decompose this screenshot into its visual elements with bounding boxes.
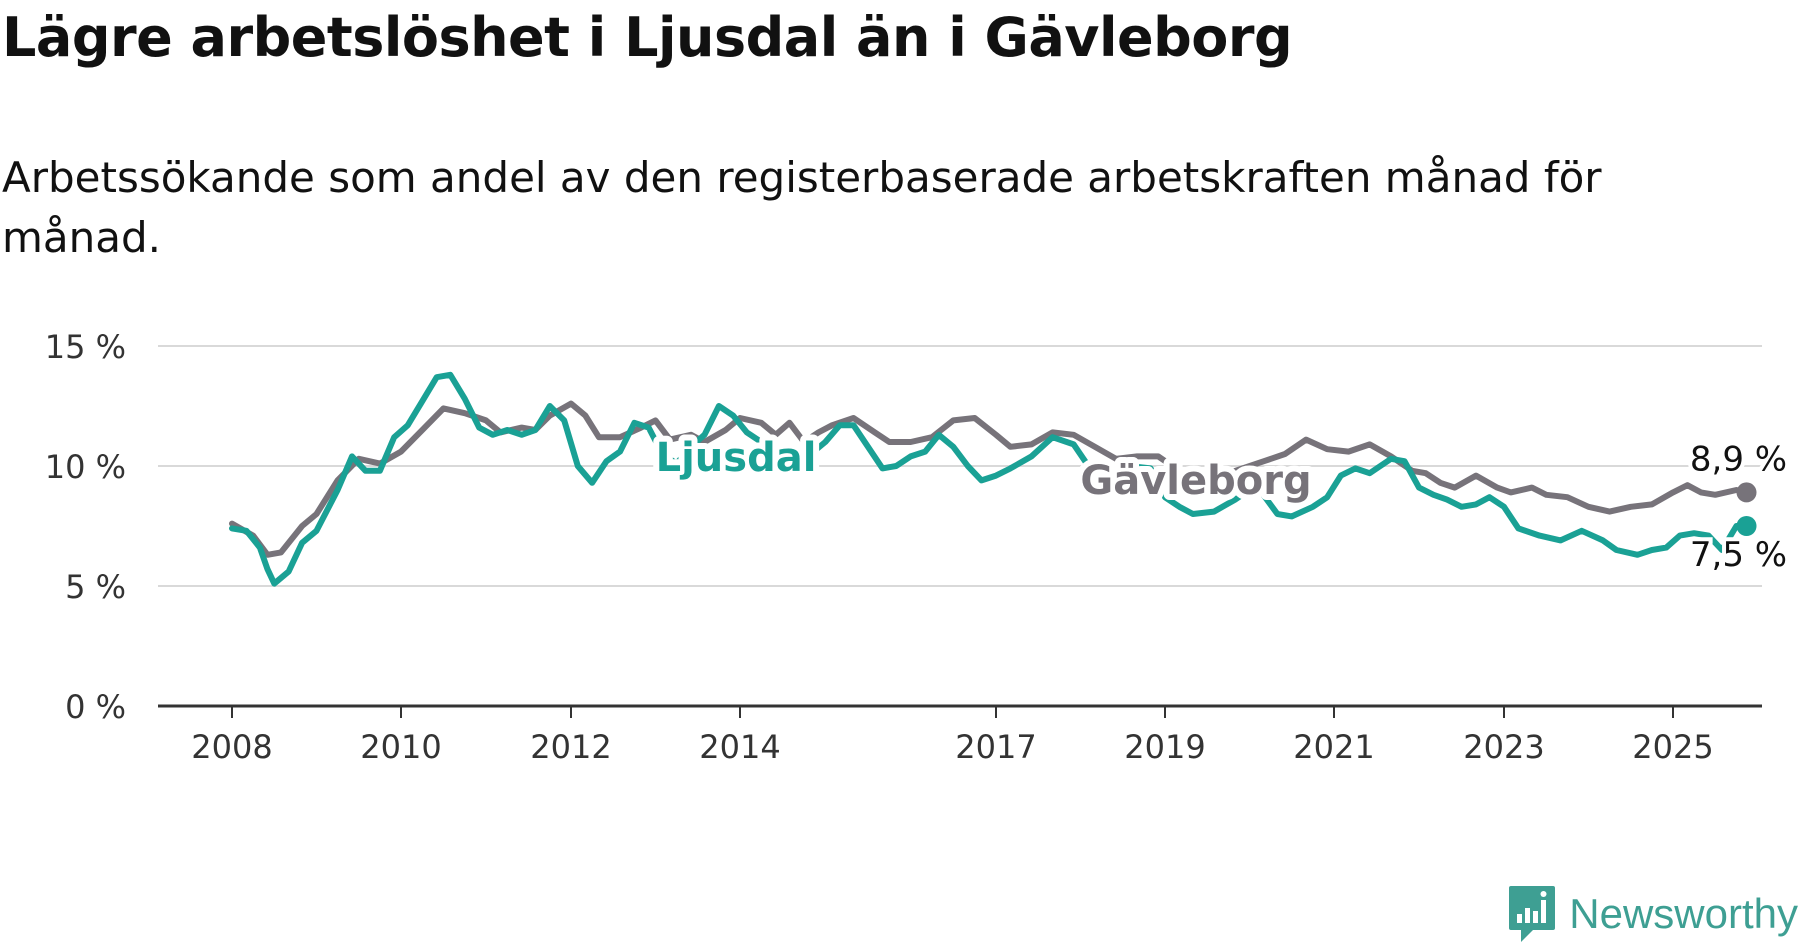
end-point-gvleborg (1736, 482, 1757, 503)
x-tick-label: 2025 (1632, 728, 1713, 766)
series-labels: Gävleborg Ljusdal 8,9 % 7,5 % (650, 429, 1792, 579)
x-tick-label: 2017 (955, 728, 1036, 766)
x-tick-label: 2019 (1124, 728, 1205, 766)
y-axis: 0 % 5 % 10 % 15 % (45, 328, 126, 726)
series-line-ljusdal (229, 371, 1750, 587)
x-tick-label: 2014 (699, 728, 780, 766)
newsworthy-logo: Newsworthy (1507, 882, 1798, 946)
end-point-ljusdal (1736, 516, 1757, 536)
x-tick-label: 2010 (360, 728, 441, 766)
series-label-ljusdal: Ljusdal (656, 435, 817, 481)
y-tick-label: 0 % (65, 688, 126, 726)
end-value-label-gvleborg: 8,9 % (1690, 439, 1787, 479)
series-lines (229, 371, 1757, 587)
chart-subtitle: Arbetssökande som andel av den registerb… (2, 153, 1602, 262)
newsworthy-logo-icon (1509, 886, 1556, 942)
grid-lines (158, 345, 1762, 708)
x-tick-label: 2008 (191, 728, 272, 766)
y-tick-label: 5 % (65, 568, 126, 606)
brand-name: Newsworthy (1569, 890, 1798, 937)
chart-title: Lägre arbetslöshet i Ljusdal än i Gävleb… (2, 6, 1293, 69)
series-line-gvleborg (229, 400, 1750, 558)
x-tick-label: 2023 (1463, 728, 1544, 766)
x-tick-label: 2012 (530, 728, 611, 766)
x-axis: 2008 2010 2012 2014 2017 2019 2021 2023 2025 (191, 706, 1714, 766)
series-label-gvleborg: Gävleborg (1080, 458, 1311, 504)
y-tick-label: 10 % (45, 448, 126, 486)
line-chart: 0 %5 %10 %15 % 2008 2010 2012 2014 2017 2019 2… (44, 328, 1792, 766)
x-tick-label: 2021 (1293, 728, 1374, 766)
y-tick-label: 15 % (45, 328, 126, 366)
end-value-label-ljusdal: 7,5 % (1690, 535, 1787, 575)
